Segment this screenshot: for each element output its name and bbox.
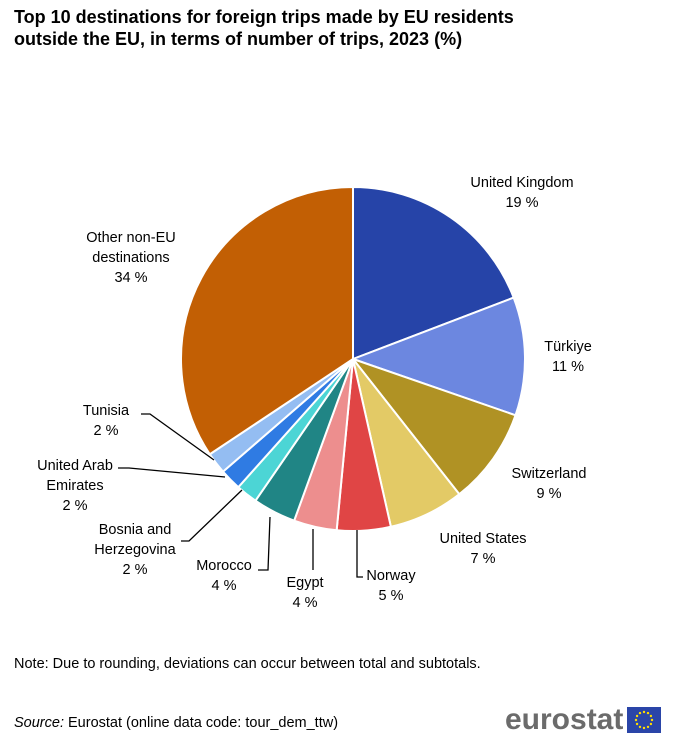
slice-label-morocco: Morocco [196,558,252,574]
leader-line-morocco [258,516,271,571]
flag-star [643,726,646,730]
pie-slice-other-non-eu-destinations [180,186,354,456]
pie-slices [180,186,526,532]
flag-star [639,725,642,729]
slice-value-bosnia-and-herzegovina: 2 % [123,562,148,578]
leader-line-tunisia [141,413,215,461]
flag-star [650,714,653,718]
slice-label-united-kingdom: United Kingdom [470,175,573,191]
slice-label-other-non-eu-destinations: destinations [92,250,169,266]
leader-line-united-arab-emirates [118,467,226,478]
slice-label-bosnia-and-herzegovina: Bosnia and [99,522,172,538]
slice-label-other-non-eu-destinations: Other non-EU [86,230,175,246]
pie-slice-united-kingdom [352,186,515,360]
source-line: Source: Eurostat (online data code: tour… [14,713,338,733]
leader-line-norway [356,530,363,578]
slice-label-switzerland: Switzerland [512,466,587,482]
slice-value-turkiye: 11 % [552,359,584,375]
flag-star [650,722,653,726]
pie-slice-turkiye [352,296,526,417]
slice-value-morocco: 4 % [212,578,237,594]
source-text: Eurostat (online data code: tour_dem_ttw… [63,715,339,731]
slice-labels: United Kingdom 19 % Türkiye 11 % Switzerland… [37,175,592,611]
flag-star [635,718,638,722]
slice-value-tunisia: 2 % [94,423,119,439]
slice-label-norway: Norway [366,568,416,584]
slice-label-tunisia: Tunisia [83,403,130,419]
slice-value-united-arab-emirates: 2 % [63,498,88,514]
slice-label-egypt: Egypt [286,575,323,591]
slice-label-united-states: United States [439,531,526,547]
slice-value-switzerland: 9 % [537,486,562,502]
logo-text: eurostat [505,703,624,736]
flag-star [647,725,650,729]
slice-value-other-non-eu-destinations: 34 % [114,270,147,286]
flag-star [647,711,650,715]
leader-lines [118,413,363,578]
flag-star [651,718,654,722]
slice-value-united-kingdom: 19 % [505,195,538,211]
leader-line-bosnia-and-herzegovina [181,489,243,542]
slice-label-united-arab-emirates: United Arab [37,458,113,474]
chart-title: Top 10 destinations for foreign trips ma… [14,7,514,49]
pie-slice-switzerland [352,358,517,496]
footnote: Note: Due to rounding, deviations can oc… [14,656,481,672]
slice-label-united-arab-emirates: Emirates [46,478,103,494]
flag-star [636,714,639,718]
eurostat-logo: eurostat [505,703,662,737]
slice-value-egypt: 4 % [293,595,318,611]
slice-label-turkiye: Türkiye [544,339,592,355]
slice-value-united-states: 7 % [471,551,496,567]
flag-star [643,710,646,714]
eu-flag-icon [627,707,662,733]
flag-star [636,722,639,726]
slice-label-bosnia-and-herzegovina: Herzegovina [94,542,176,558]
source-label: Source: [14,715,64,731]
pie-chart: United Kingdom 19 % Türkiye 11 % Switzerland… [37,175,592,611]
slice-value-norway: 5 % [379,588,404,604]
flag-star [639,711,642,715]
